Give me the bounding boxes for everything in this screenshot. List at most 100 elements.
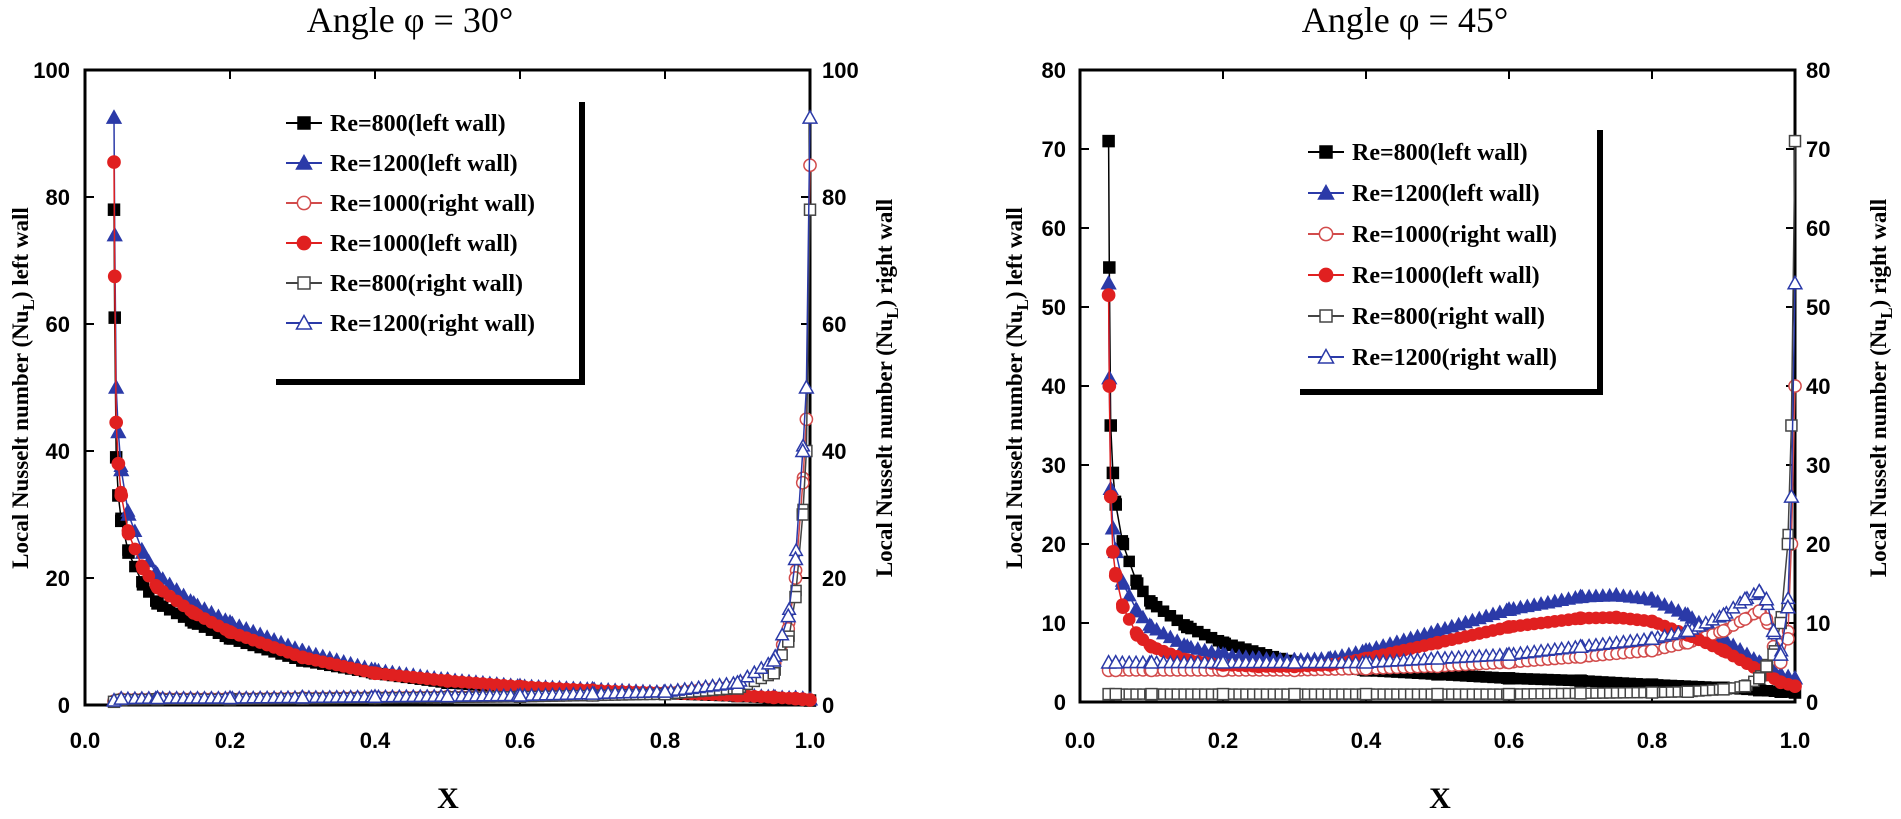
data-point bbox=[1645, 643, 1659, 658]
y-tick-label-right: 0 bbox=[822, 693, 834, 718]
y-tick-label-right: 50 bbox=[1806, 295, 1830, 320]
data-point bbox=[1773, 675, 1788, 690]
x-tick-label: 0.8 bbox=[650, 728, 681, 753]
data-point bbox=[1716, 624, 1731, 638]
data-point bbox=[584, 685, 601, 700]
legend-box bbox=[276, 98, 582, 378]
data-point bbox=[150, 580, 165, 595]
legend-entry-4: Re=800(right wall) bbox=[1308, 304, 1545, 330]
data-point bbox=[1145, 597, 1158, 610]
legend-marker bbox=[295, 153, 313, 170]
data-point bbox=[1359, 687, 1373, 701]
y-tick-label-left: 40 bbox=[46, 439, 70, 464]
data-point bbox=[1121, 587, 1137, 602]
data-point bbox=[1100, 274, 1117, 290]
data-point bbox=[1781, 537, 1795, 551]
data-point bbox=[788, 571, 803, 585]
series-5 bbox=[105, 109, 819, 707]
y-tick-label-right: 30 bbox=[1806, 453, 1830, 478]
data-point bbox=[1169, 633, 1185, 647]
legend-entry-3: Re=1000(left wall) bbox=[286, 231, 518, 257]
data-point bbox=[1783, 488, 1800, 503]
data-point bbox=[801, 109, 819, 124]
data-point bbox=[1717, 683, 1730, 696]
data-point bbox=[1645, 614, 1659, 629]
data-point bbox=[110, 423, 127, 439]
x-tick-label: 0.6 bbox=[505, 728, 536, 753]
data-point bbox=[1102, 379, 1117, 393]
legend-label: Re=1000(right wall) bbox=[330, 191, 535, 217]
data-point bbox=[1736, 590, 1754, 606]
data-point bbox=[121, 526, 136, 541]
x-ticks: 0.0 0.2 0.4 0.6 0.8 1.0 bbox=[70, 70, 825, 753]
y-tick-label-left: 20 bbox=[46, 566, 70, 591]
series-4 bbox=[1102, 134, 1802, 701]
data-point bbox=[1104, 419, 1117, 432]
data-point bbox=[1143, 654, 1160, 669]
legend-label: Re=1200(right wall) bbox=[330, 311, 535, 337]
y-tick-label-left: 60 bbox=[1042, 216, 1066, 241]
data-point bbox=[113, 690, 130, 705]
legend-entry-1: Re=1200(left wall) bbox=[286, 151, 518, 177]
data-point bbox=[1109, 687, 1122, 701]
data-point bbox=[1216, 687, 1230, 701]
x-tick-label: 0.2 bbox=[1208, 728, 1239, 753]
chart-angle-45: Angle φ = 45° 0.0 0.2 0.4 0.6 0.8 1.0 0 0 10 10 2… bbox=[1002, 0, 1896, 815]
data-point bbox=[1772, 646, 1789, 661]
legend-marker bbox=[296, 195, 312, 211]
data-point bbox=[1502, 672, 1516, 685]
data-point bbox=[1103, 489, 1118, 504]
y-tick-label-right: 20 bbox=[822, 566, 846, 591]
y-axis-label-left: Local Nusselt number (NuL) left wall bbox=[1002, 207, 1032, 569]
data-point bbox=[1716, 643, 1731, 658]
legend-marker bbox=[1319, 309, 1333, 323]
data-point bbox=[1288, 687, 1301, 701]
y-ticks: 0 0 20 20 40 40 60 60 80 80 100 100 bbox=[33, 58, 858, 718]
y-tick-label-right: 70 bbox=[1806, 137, 1830, 162]
x-tick-label: 0.2 bbox=[215, 728, 246, 753]
data-point bbox=[439, 687, 456, 703]
data-point bbox=[151, 597, 164, 610]
legend-label: Re=1200(right wall) bbox=[1352, 345, 1557, 371]
data-point bbox=[803, 203, 817, 216]
x-tick-label: 0.4 bbox=[360, 728, 391, 753]
data-point bbox=[105, 109, 123, 124]
data-point bbox=[1574, 687, 1587, 700]
legend-marker bbox=[297, 276, 311, 290]
data-point bbox=[1122, 613, 1136, 626]
y-tick-label-left: 0 bbox=[1054, 690, 1066, 715]
legend-label: Re=1200(left wall) bbox=[330, 151, 518, 177]
data-point bbox=[1765, 622, 1782, 638]
y-axis-label-right: Local Nusselt number (NuL) right wall bbox=[1866, 199, 1896, 577]
y-tick-label-left: 50 bbox=[1042, 295, 1066, 320]
data-point bbox=[803, 693, 817, 707]
data-point bbox=[1500, 601, 1518, 616]
data-point bbox=[223, 625, 237, 639]
y-tick-label-right: 60 bbox=[1806, 216, 1830, 241]
series-5 bbox=[1100, 274, 1804, 669]
data-point bbox=[1162, 629, 1178, 644]
y-tick-label-left: 0 bbox=[58, 693, 70, 718]
data-point bbox=[1101, 288, 1116, 302]
data-point bbox=[1502, 687, 1516, 701]
data-point bbox=[1286, 654, 1303, 669]
data-point bbox=[1788, 134, 1802, 148]
legend-label: Re=800(right wall) bbox=[1352, 304, 1545, 330]
x-tick-label: 1.0 bbox=[1780, 728, 1811, 753]
y-tick-label-left: 80 bbox=[46, 185, 70, 210]
legend-entry-5: Re=1200(right wall) bbox=[286, 311, 535, 337]
x-tick-label: 0.0 bbox=[70, 728, 101, 753]
data-point bbox=[1106, 545, 1120, 559]
legend-label: Re=1000(left wall) bbox=[1352, 263, 1540, 289]
data-point bbox=[766, 690, 781, 705]
legend-entry-5: Re=1200(right wall) bbox=[1308, 345, 1557, 371]
data-point bbox=[1103, 261, 1116, 274]
data-point bbox=[1214, 654, 1232, 669]
data-point bbox=[1781, 631, 1795, 646]
data-point bbox=[1679, 622, 1696, 638]
data-point bbox=[1645, 686, 1659, 699]
legend-marker bbox=[1319, 145, 1333, 159]
data-point bbox=[796, 508, 809, 521]
data-point bbox=[656, 683, 674, 698]
